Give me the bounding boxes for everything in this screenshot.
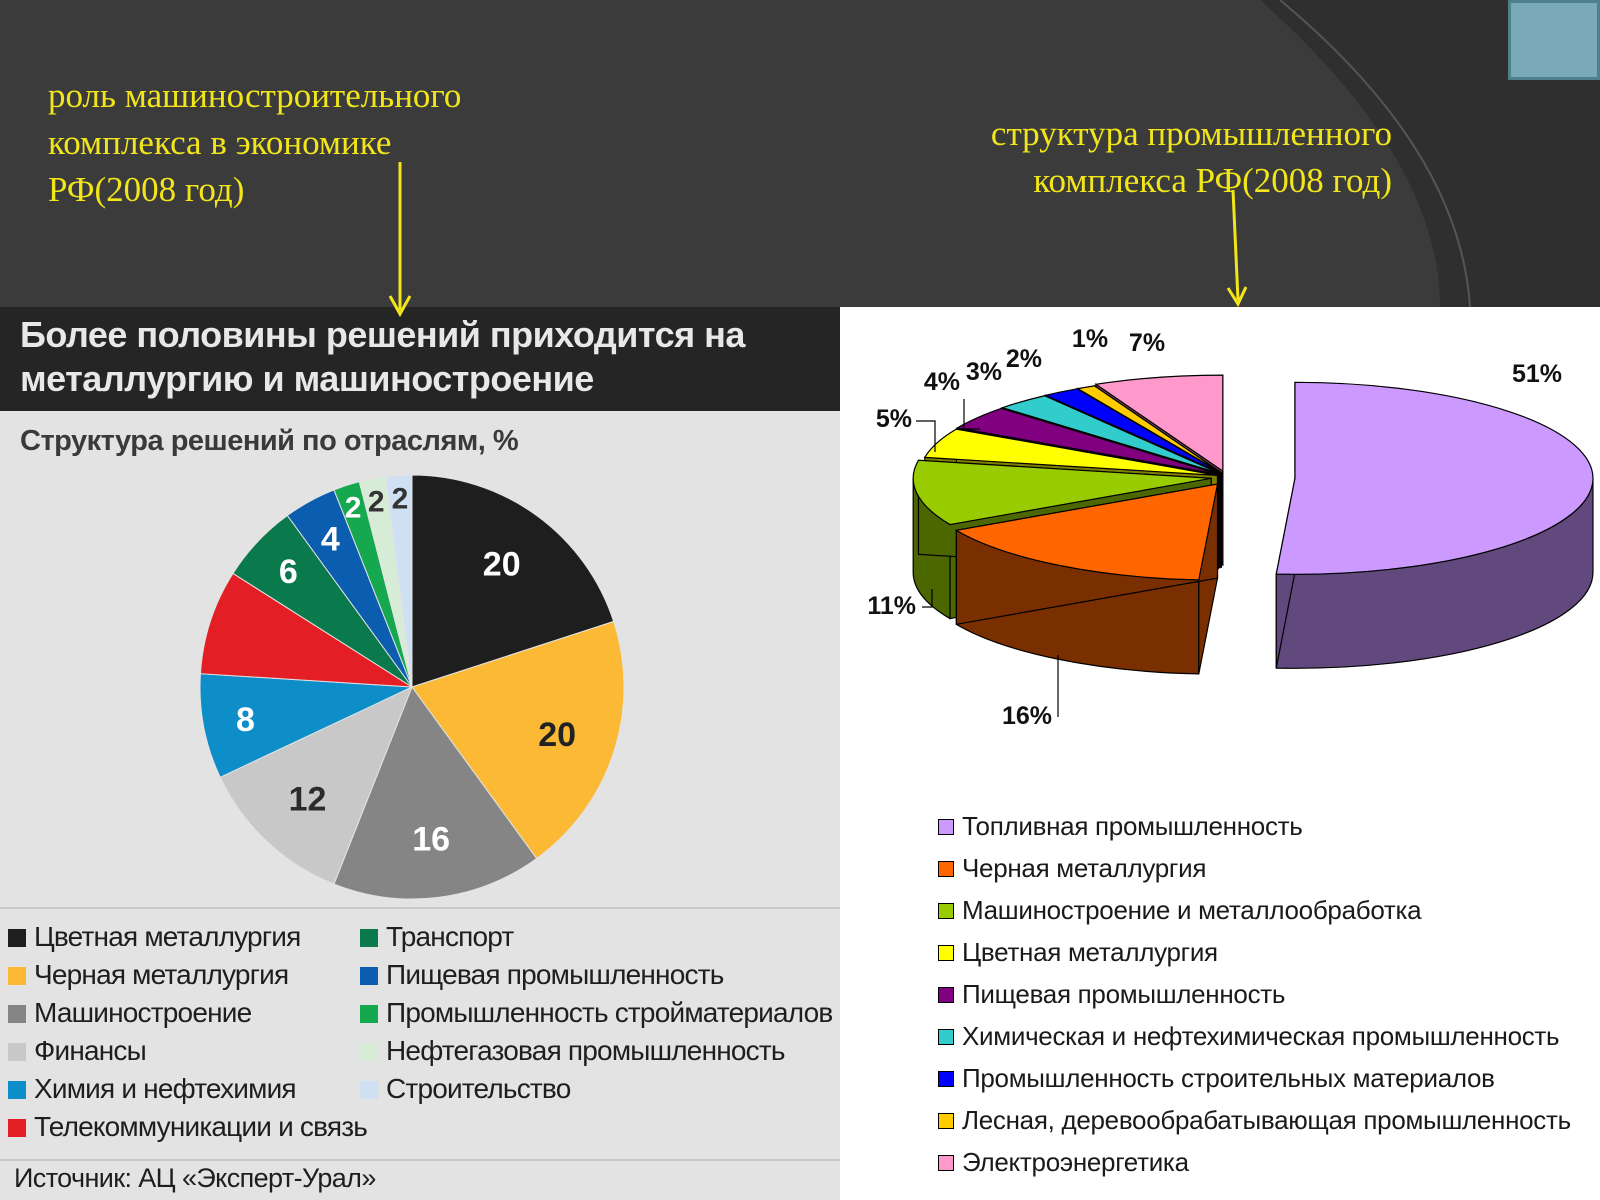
right-pie-slice: [1043, 388, 1222, 474]
right-pie-value-label: 7%: [1129, 329, 1165, 357]
legend-label: Строительство: [386, 1073, 571, 1104]
left-pie-value-label: 2: [368, 486, 385, 519]
left-pie-value-label: 16: [412, 820, 450, 858]
legend-swatch: [938, 945, 954, 961]
left-pie-value-label: 20: [538, 716, 576, 754]
left-chart-header: [0, 307, 840, 411]
right-pie-value-label: 2%: [1006, 345, 1042, 373]
legend-swatch: [938, 819, 954, 835]
left-pie-slice: [219, 686, 413, 885]
leader-line: [916, 420, 936, 452]
right-pie-slice: [923, 428, 1218, 476]
legend-label: Черная металлургия: [962, 853, 1207, 883]
left-pie-value-label: 4: [321, 520, 340, 558]
legend-swatch: [8, 1119, 26, 1137]
left-pie-slice: [199, 673, 413, 778]
source-divider: [0, 1159, 840, 1161]
right-caption: структура промышленного комплекса РФ(200…: [990, 114, 1392, 200]
left-pie-value-label: 6: [279, 553, 298, 591]
left-chart-subtitle: Структура решений по отраслям, %: [20, 425, 519, 457]
right-pie-slice: [954, 483, 1219, 581]
right-pie-slice: [1094, 374, 1224, 473]
legend-label: Электроэнергетика: [962, 1147, 1189, 1177]
legend-swatch: [8, 929, 26, 947]
legend-label: Пищевая промышленность: [386, 959, 724, 990]
legend-divider: [0, 907, 840, 909]
legend-swatch: [938, 987, 954, 1003]
left-pie-value-label: 8: [241, 617, 260, 655]
legend-label: Химия и нефтехимия: [34, 1073, 297, 1104]
left-pie-value-label: 2: [345, 492, 362, 525]
legend-label: Транспорт: [386, 921, 514, 952]
left-pie-value-label: 8: [236, 701, 255, 739]
legend-swatch: [8, 1043, 26, 1061]
right-pie-value-label: 16%: [1002, 702, 1052, 730]
legend-label: Нефтегазовая промышленность: [386, 1035, 785, 1066]
legend-label: Финансы: [34, 1035, 147, 1066]
legend-swatch: [360, 1081, 378, 1099]
left-pie-slice: [384, 474, 413, 688]
legend-label: Промышленность стройматериалов: [386, 997, 833, 1028]
legend-swatch: [938, 1071, 954, 1087]
legend-swatch: [938, 903, 954, 919]
legend-label: Черная металлургия: [34, 959, 289, 990]
right-pie-slice: [1275, 381, 1594, 575]
legend-label: Лесная, деревообрабатывающая промышленно…: [962, 1105, 1571, 1135]
left-pie-slice: [199, 572, 413, 688]
right-pie-value-label: 5%: [876, 405, 912, 433]
right-pie-slice: [955, 407, 1219, 475]
legend-label: Телекоммуникации и связь: [34, 1111, 368, 1142]
right-pie-value-label: 4%: [924, 368, 960, 396]
left-pie-value-label: 20: [483, 546, 521, 584]
legend-label: Пищевая промышленность: [962, 979, 1286, 1009]
legend-label: Машиностроение и металлообработка: [962, 895, 1422, 925]
left-chart-title: Более половины решений приходится на мет…: [20, 314, 745, 399]
left-caption: роль машиностроительного комплекса в эко…: [48, 76, 462, 209]
legend-swatch: [938, 1113, 954, 1129]
legend-label: Химическая и нефтехимическая промышленно…: [962, 1021, 1560, 1051]
left-pie-value-label: 12: [289, 780, 327, 818]
legend-label: Цветная металлургия: [34, 921, 301, 952]
legend-label: Машиностроение: [34, 997, 252, 1028]
right-pie-slice: [912, 459, 1212, 526]
left-pie-value-label: 2: [392, 483, 409, 516]
left-pie-slice: [411, 620, 625, 860]
legend-swatch: [938, 861, 954, 877]
legend-swatch: [360, 1005, 378, 1023]
left-pie-slice: [333, 685, 538, 900]
leader-line: [922, 589, 933, 608]
right-pie-value-label: 3%: [966, 358, 1002, 386]
legend-swatch: [360, 929, 378, 947]
right-pie-chart: 51% 16% 11% 5% 4% 3% 2% 1% 7%: [867, 325, 1594, 730]
legend-label: Топливная промышленность: [962, 811, 1303, 841]
right-pie-value-label: 11%: [867, 592, 916, 620]
left-chart-panel: Более половины решений приходится на мет…: [0, 307, 840, 1200]
right-chart-panel: 51% 16% 11% 5% 4% 3% 2% 1% 7% Топливная промышле…: [840, 307, 1600, 1200]
right-pie-value-label: 51%: [1512, 360, 1562, 388]
legend-swatch: [8, 967, 26, 985]
legend-swatch: [8, 1081, 26, 1099]
right-pie-slice: [1000, 395, 1220, 474]
legend-swatch: [8, 1005, 26, 1023]
leader-line: [963, 399, 980, 430]
legend-swatch: [938, 1029, 954, 1045]
legend-swatch: [938, 1155, 954, 1171]
left-chart-source: Источник: АЦ «Эксперт-Урал»: [14, 1163, 376, 1193]
right-pie-value-label: 1%: [1072, 325, 1108, 353]
legend-label: Цветная металлургия: [962, 937, 1218, 967]
legend-swatch: [360, 967, 378, 985]
legend-label: Промышленность строительных материалов: [962, 1063, 1495, 1093]
legend-swatch: [360, 1043, 378, 1061]
accent-square: [1508, 0, 1600, 80]
left-pie-slice: [411, 474, 615, 688]
